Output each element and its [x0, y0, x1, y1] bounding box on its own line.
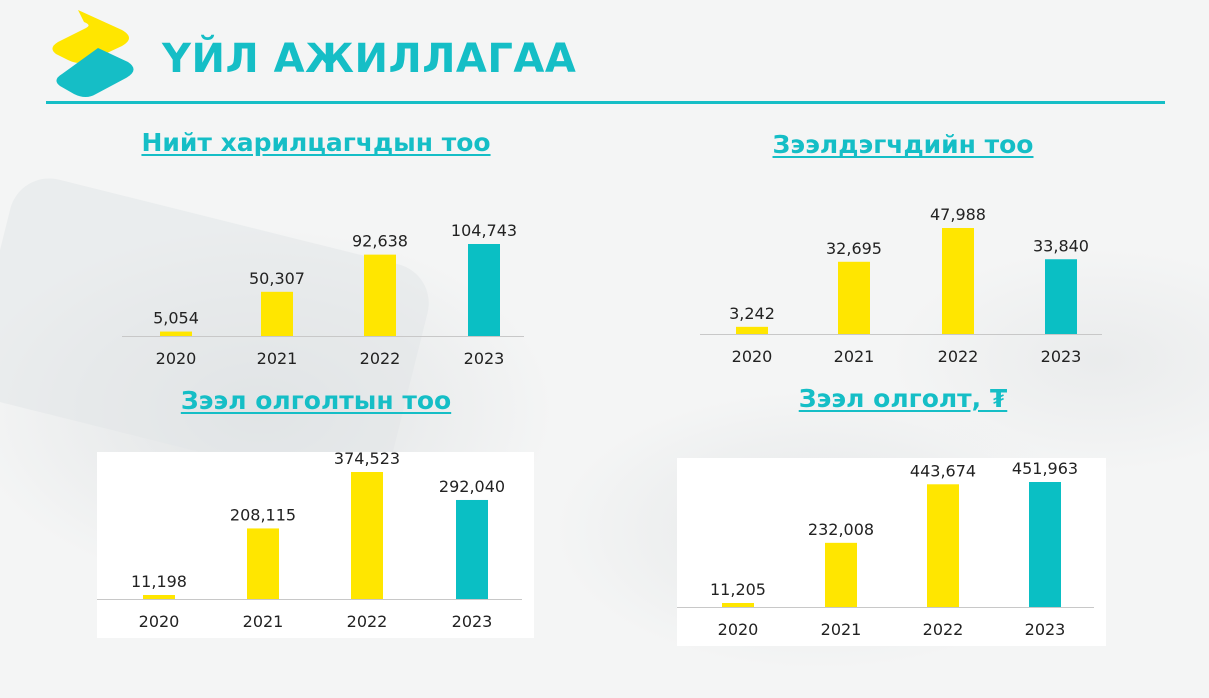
data-label: 104,743	[451, 221, 517, 240]
data-label: 11,205	[710, 580, 766, 599]
data-label: 33,840	[1033, 236, 1089, 255]
bar-2023	[456, 499, 488, 599]
data-label: 47,988	[930, 205, 986, 224]
page-title: ҮЙЛ АЖИЛЛАГАА	[162, 36, 577, 82]
x-tick-label: 2022	[347, 612, 388, 631]
data-label: 5,054	[153, 309, 199, 328]
data-label: 92,638	[352, 232, 408, 251]
bar-2021	[838, 261, 870, 334]
chart-title-loan-amount: Зээл олголт, ₮	[798, 384, 1008, 413]
bar-2020	[160, 331, 192, 336]
data-label: 451,963	[1012, 459, 1078, 478]
data-label: 32,695	[826, 239, 882, 258]
x-tick-label: 2021	[257, 349, 298, 368]
x-tick-label: 2022	[938, 347, 979, 366]
chart-borrowers: 3,242 2020 32,695 2021 47,988 2022 33,840 2023	[700, 205, 1102, 366]
title-divider	[46, 101, 1165, 104]
bar-2022	[351, 472, 383, 599]
bar-2021	[825, 542, 857, 607]
bar-2022	[942, 228, 974, 334]
data-label: 292,040	[439, 477, 505, 496]
data-label: 11,198	[131, 572, 187, 591]
bar-2023	[468, 244, 500, 336]
x-tick-label: 2020	[732, 347, 773, 366]
x-tick-label: 2023	[1025, 620, 1066, 639]
x-tick-label: 2023	[452, 612, 493, 631]
data-label: 443,674	[910, 461, 976, 480]
chart-title-customers: Нийт харилцагчдын тоо	[141, 128, 491, 157]
data-label: 3,242	[729, 304, 775, 323]
bar-2022	[927, 484, 959, 607]
bar-2020	[722, 603, 754, 607]
logo-icon	[52, 10, 134, 97]
data-label: 50,307	[249, 269, 305, 288]
x-tick-label: 2021	[834, 347, 875, 366]
bar-2023	[1029, 482, 1061, 607]
bar-2020	[143, 595, 175, 599]
x-tick-label: 2021	[243, 612, 284, 631]
chart-title-loan-count: Зээл олголтын тоо	[180, 386, 452, 415]
chart-title-borrowers: Зээлдэгчдийн тоо	[772, 130, 1034, 159]
x-tick-label: 2022	[360, 349, 401, 368]
x-tick-label: 2021	[821, 620, 862, 639]
bar-2022	[364, 254, 396, 336]
bar-2020	[736, 326, 768, 334]
data-label: 232,008	[808, 520, 874, 539]
data-label: 374,523	[334, 449, 400, 468]
bar-2021	[261, 291, 293, 336]
chart-loan-amount: 11,205 2020 232,008 2021 443,674 2022 451,963 2…	[677, 459, 1094, 639]
x-tick-label: 2020	[718, 620, 759, 639]
x-tick-label: 2022	[923, 620, 964, 639]
bar-2023	[1045, 259, 1077, 334]
x-tick-label: 2020	[156, 349, 197, 368]
data-label: 208,115	[230, 505, 296, 524]
bar-2021	[247, 528, 279, 599]
x-tick-label: 2023	[1041, 347, 1082, 366]
x-tick-label: 2023	[464, 349, 505, 368]
chart-total-customers: 5,054 2020 50,307 2021 92,638 2022 104,743 2023	[122, 221, 524, 368]
x-tick-label: 2020	[139, 612, 180, 631]
chart-loan-count: 11,198 2020 208,115 2021 374,523 2022 292,040 2…	[97, 449, 522, 631]
